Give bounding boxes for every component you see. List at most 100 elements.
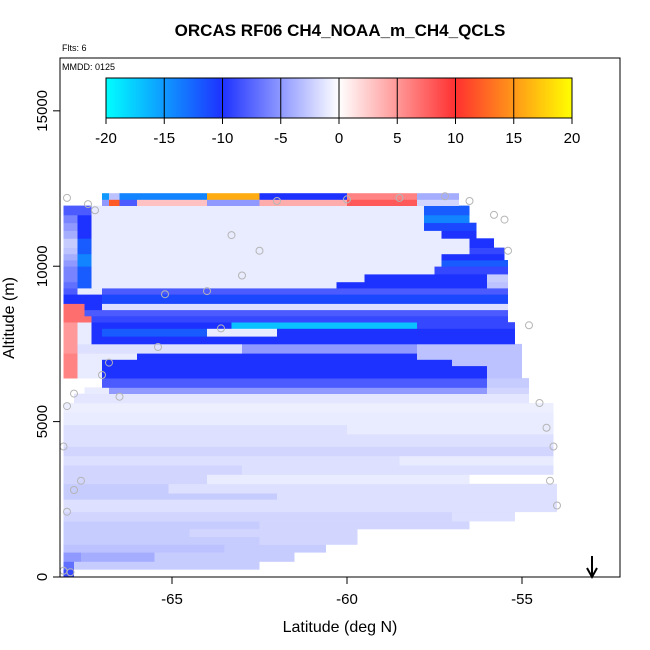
colorbar-ticks: -20 -15 -10 -5 0 5 10 15 20	[95, 78, 580, 147]
heatmap-cell	[63, 446, 554, 457]
heatmap-cell	[207, 328, 277, 337]
heatmap-cells	[63, 193, 557, 577]
scatter-point	[227, 231, 236, 240]
heatmap-cell	[77, 322, 92, 329]
heatmap-cell	[434, 266, 508, 275]
x-tick-label: -55	[511, 591, 533, 608]
heatmap-cell	[91, 238, 470, 248]
heatmap-cell	[91, 281, 337, 289]
heatmap-cell	[63, 365, 78, 379]
heatmap-cell	[347, 199, 417, 206]
heatmap-cell	[91, 322, 232, 329]
heatmap-cell	[63, 303, 85, 311]
scatter-point	[66, 568, 75, 577]
heatmap-cell	[102, 328, 207, 337]
heatmap-cell	[102, 288, 508, 295]
arrow-head	[586, 567, 598, 580]
heatmap-cell	[63, 521, 260, 530]
heatmap-cell	[119, 193, 207, 200]
heatmap-cell	[63, 260, 78, 267]
heatmap-cell	[441, 260, 508, 267]
scatter-point	[542, 423, 551, 432]
heatmap-cell	[102, 193, 109, 200]
heatmap-cell	[417, 343, 522, 354]
heatmap-cell	[77, 247, 92, 255]
heatmap-cell	[77, 214, 92, 224]
heatmap-cell	[63, 266, 78, 275]
heatmap-cell	[63, 274, 78, 283]
heatmap-cell	[417, 353, 522, 360]
y-tick-label: 10000	[34, 245, 51, 287]
heatmap-cell	[77, 253, 92, 261]
heatmap-cell	[91, 274, 365, 283]
heatmap-cell	[259, 193, 347, 200]
scatter-point	[395, 193, 404, 202]
heatmap-cell	[487, 378, 529, 388]
heatmap-cell	[102, 378, 487, 388]
heatmap-cell	[109, 199, 120, 206]
heatmap-cell	[77, 266, 92, 275]
heatmap-cell	[63, 281, 78, 289]
heatmap-cell	[77, 365, 102, 379]
heatmap-cell	[63, 493, 277, 500]
scatter-point	[549, 442, 558, 451]
heatmap-cell	[77, 336, 92, 345]
x-tick-label: -65	[161, 591, 183, 608]
y-axis: 0 5000 10000 15000	[34, 90, 60, 581]
heatmap-cell	[441, 230, 477, 239]
heatmap-cell	[63, 544, 225, 553]
heatmap-cell	[91, 315, 508, 323]
heatmap-cell	[84, 387, 109, 394]
colorbar-tick-label: 0	[335, 130, 343, 147]
scatter-point	[217, 324, 225, 333]
colorbar-tick-label: -15	[153, 130, 175, 147]
heatmap-cell	[399, 455, 554, 466]
heatmap-cell	[259, 521, 470, 530]
heatmap-cell	[137, 353, 417, 360]
scatter-point	[154, 343, 162, 351]
heatmap-cell	[63, 499, 557, 513]
scatter-point	[490, 210, 498, 219]
heatmap-cell	[487, 281, 508, 289]
scatter-point	[525, 321, 533, 330]
heatmap-cell	[63, 511, 452, 522]
heatmap-cell	[417, 322, 515, 329]
heatmap-cell	[109, 193, 120, 200]
heatmap-cell	[102, 303, 508, 311]
scatter-point	[238, 271, 246, 280]
heatmap-cell	[154, 552, 295, 562]
heatmap-cell	[77, 281, 92, 289]
scatter-point	[343, 195, 351, 204]
heatmap-cell	[77, 238, 92, 248]
heatmap-cell	[63, 569, 74, 577]
heatmap-cell	[487, 387, 529, 394]
heatmap-cell	[102, 199, 109, 206]
chart-title: ORCAS RF06 CH4_NOAA_m_CH4_QCLS	[175, 21, 506, 40]
scatter-point	[535, 399, 544, 407]
heatmap-cell	[102, 294, 508, 304]
heatmap-cell	[63, 247, 78, 255]
heatmap-cell	[63, 343, 78, 354]
scatter-point	[70, 486, 78, 494]
heatmap-cell	[63, 359, 78, 367]
colorbar-tick-label: -20	[95, 130, 117, 147]
heatmap-cell	[207, 474, 470, 485]
heatmap-cell	[74, 393, 529, 404]
scatter-point	[70, 389, 78, 398]
scatter-point	[63, 402, 71, 411]
heatmap-cell	[63, 474, 207, 485]
scatter-point	[161, 290, 169, 299]
heatmap-cell	[347, 193, 417, 200]
colorbar-tick-label: 15	[505, 130, 522, 147]
heatmap-cell	[63, 455, 400, 466]
heatmap-cell	[63, 214, 78, 224]
heatmap-cell	[424, 222, 477, 231]
heatmap-cell	[277, 493, 557, 500]
arrow-marker	[586, 556, 598, 580]
heatmap-cell	[207, 193, 260, 200]
heatmap-cell	[487, 365, 522, 379]
scatter-point	[91, 206, 99, 215]
heatmap-cell	[452, 511, 515, 522]
heatmap-cell	[207, 199, 260, 206]
heatmap-cell	[91, 247, 470, 255]
